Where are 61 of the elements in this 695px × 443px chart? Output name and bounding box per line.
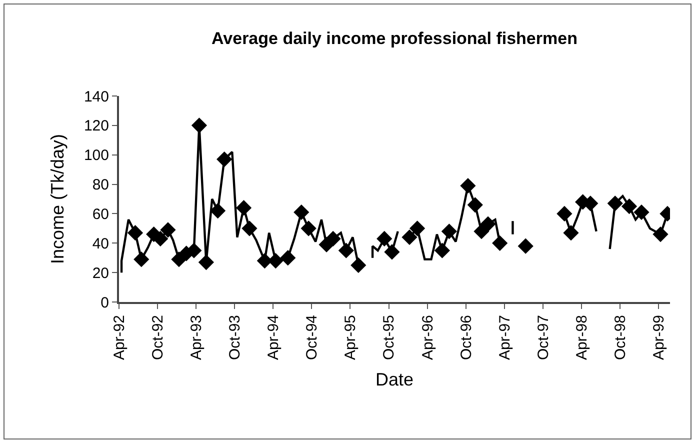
point — [280, 250, 296, 266]
point — [127, 225, 144, 241]
point — [563, 225, 579, 241]
x-tick-label: Apr-92 — [110, 315, 128, 360]
x-tick-label: Apr-97 — [496, 315, 514, 360]
point — [474, 224, 490, 240]
x-tick-label: Oct-97 — [534, 315, 552, 360]
point — [338, 242, 354, 258]
point — [216, 151, 232, 168]
point — [652, 226, 668, 242]
x-tick-label: Apr-94 — [264, 315, 282, 360]
point — [152, 230, 168, 247]
x-tick-label: Oct-95 — [380, 315, 398, 360]
point — [607, 196, 623, 212]
point — [492, 235, 508, 251]
x-tick-label: Apr-99 — [650, 315, 668, 360]
point — [294, 204, 310, 220]
point — [160, 222, 176, 238]
y-tick-label: 60 — [92, 206, 109, 223]
x-tick-label: Oct-94 — [304, 315, 321, 360]
point — [460, 178, 476, 194]
point — [467, 197, 483, 213]
point — [300, 220, 316, 236]
point — [402, 229, 418, 246]
point — [518, 238, 534, 254]
point — [210, 202, 226, 219]
chart-title: Average daily income professional fishermen — [212, 28, 578, 48]
x-tick-label: Oct-96 — [458, 315, 475, 360]
point — [480, 216, 496, 232]
y-tick-label: 20 — [92, 264, 109, 282]
point — [350, 257, 366, 274]
x-tick-label: Oct-98 — [612, 315, 630, 360]
y-tick-label: 140 — [84, 88, 109, 106]
point — [634, 204, 650, 220]
point — [191, 118, 208, 134]
point — [434, 242, 450, 258]
point — [198, 254, 214, 270]
point — [256, 253, 272, 269]
x-axis-title: Date — [375, 370, 414, 390]
y-axis-title: Income (Tk/day) — [48, 134, 68, 264]
y-tick-label: 100 — [84, 147, 109, 164]
point — [410, 220, 426, 236]
point — [242, 220, 258, 236]
x-tick-label: Apr-95 — [342, 315, 360, 360]
x-tick-label: Apr-93 — [188, 315, 205, 360]
y-tick-label: 120 — [84, 118, 109, 135]
point — [556, 206, 572, 222]
point — [134, 252, 150, 268]
y-tick-label: 0 — [100, 294, 109, 312]
point — [621, 198, 638, 214]
point — [325, 230, 341, 247]
y-tick-label: 80 — [92, 176, 109, 194]
x-tick-label: Oct-93 — [226, 315, 244, 360]
x-tick-label: Apr-96 — [419, 315, 436, 360]
x-tick-label: Apr-98 — [573, 315, 590, 360]
point — [376, 230, 392, 247]
point — [441, 224, 457, 240]
y-tick-label: 40 — [92, 235, 109, 252]
x-tick-label: Oct-92 — [150, 315, 167, 360]
point — [236, 200, 252, 216]
point — [384, 244, 400, 260]
